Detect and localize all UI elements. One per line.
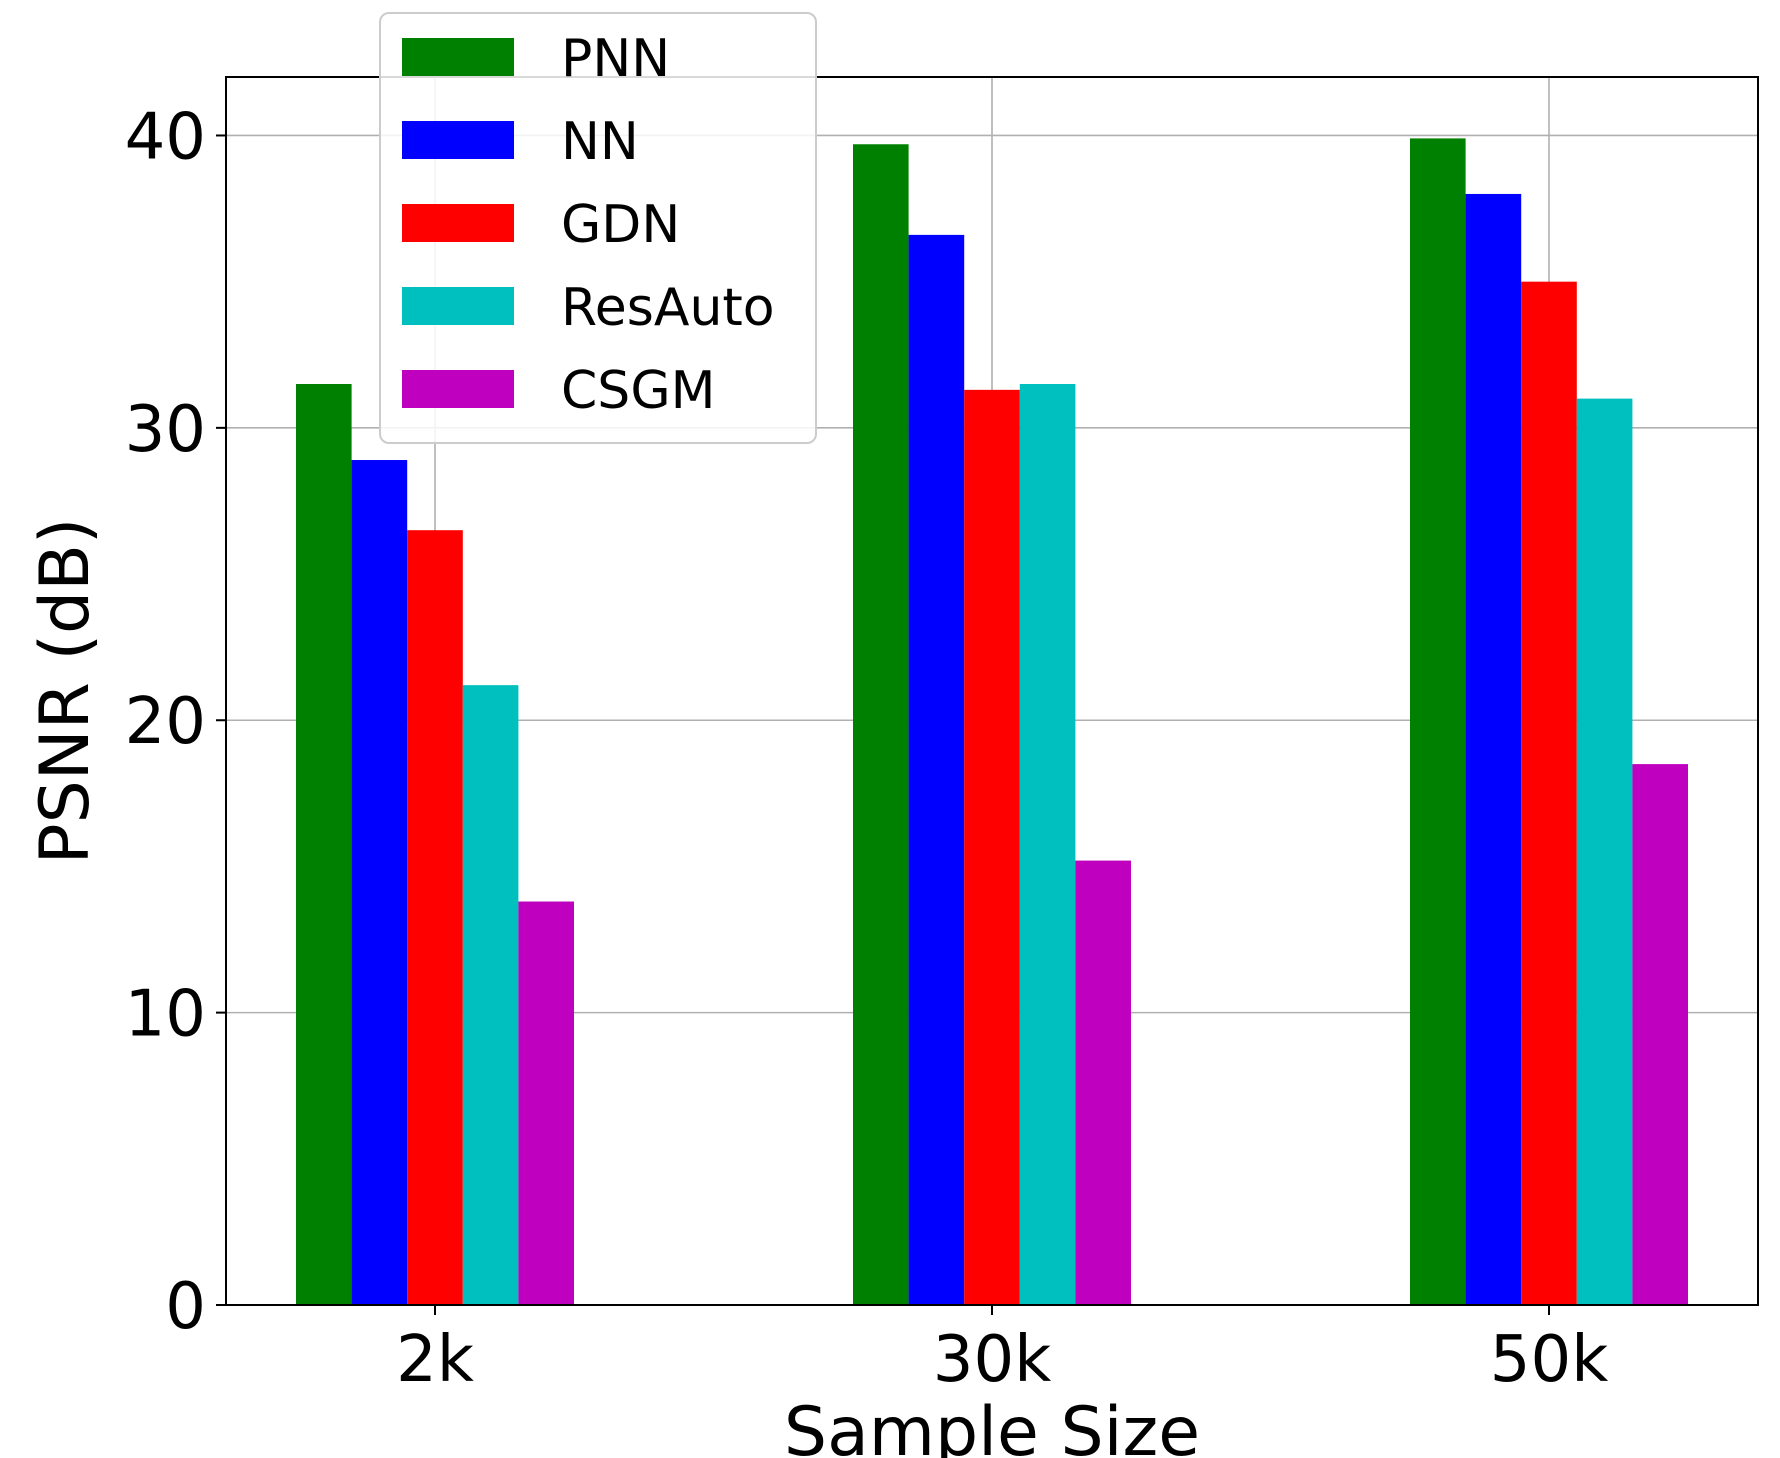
- bar-pnn-2k: [296, 384, 352, 1305]
- legend-swatch-pnn: [402, 38, 514, 76]
- bar-csgm-2k: [518, 901, 574, 1305]
- y-tick-label: 0: [165, 1270, 206, 1344]
- bar-gdn-2k: [407, 530, 463, 1305]
- legend-label-resauto: ResAuto: [561, 278, 775, 338]
- x-axis-title: Sample Size: [784, 1393, 1200, 1458]
- legend-box: [379, 12, 817, 444]
- y-tick-label: 10: [125, 978, 206, 1052]
- legend-label-csgm: CSGM: [561, 361, 715, 421]
- legend-swatch-resauto: [402, 287, 514, 325]
- x-tick-label: 2k: [396, 1323, 474, 1397]
- legend-swatch-csgm: [402, 370, 514, 408]
- bar-resauto-30k: [1019, 384, 1076, 1305]
- bars: [296, 138, 1688, 1306]
- y-tick-label: 20: [125, 685, 206, 759]
- bar-csgm-30k: [1075, 860, 1131, 1305]
- bar-resauto-2k: [462, 685, 519, 1305]
- y-axis: 0 10 20 30 40: [125, 100, 226, 1344]
- bar-pnn-50k: [1410, 138, 1466, 1305]
- legend-label-gdn: GDN: [561, 195, 680, 255]
- x-tick-label: 30k: [933, 1323, 1052, 1397]
- bar-csgm-50k: [1632, 764, 1688, 1305]
- bar-nn-50k: [1465, 193, 1522, 1305]
- legend-label-pnn: PNN: [561, 29, 670, 89]
- x-tick-label: 50k: [1490, 1323, 1609, 1397]
- legend-label-nn: NN: [561, 112, 639, 172]
- legend-swatch-nn: [402, 121, 514, 159]
- y-axis-title: PSNR (dB): [26, 518, 105, 865]
- legend: PNN NN GDN ResAuto CSGM: [379, 12, 817, 444]
- bar-gdn-30k: [964, 389, 1020, 1305]
- y-tick-label: 40: [125, 100, 206, 174]
- x-axis: 2k 30k 50k: [396, 1305, 1608, 1397]
- bar-nn-2k: [351, 460, 408, 1305]
- bar-nn-30k: [908, 234, 965, 1305]
- legend-swatch-gdn: [402, 204, 514, 242]
- bar-resauto-50k: [1576, 398, 1633, 1306]
- y-tick-label: 30: [125, 393, 206, 467]
- bar-pnn-30k: [853, 144, 909, 1306]
- bar-gdn-50k: [1521, 281, 1577, 1306]
